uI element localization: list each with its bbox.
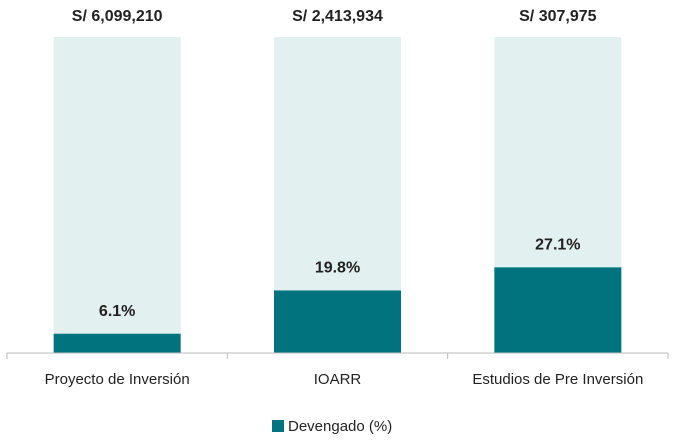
bar [494,267,622,353]
legend-swatch [272,420,284,432]
data-label: 27.1% [535,237,580,254]
x-tick-label: IOARR [314,371,362,388]
data-label: 19.8% [315,260,360,277]
bar [274,290,401,353]
data-label: 6.1% [99,303,135,320]
x-tick-label: Estudios de Pre Inversión [472,371,643,388]
bar [53,333,181,353]
total-bar [53,37,181,353]
total-label: S/ 2,413,934 [292,8,383,25]
legend-label: Devengado (%) [288,418,392,435]
x-tick-label: Proyecto de Inversión [45,371,190,388]
legend: Devengado (%) [272,418,392,435]
total-label: S/ 6,099,210 [72,8,163,25]
total-label: S/ 307,975 [519,8,597,25]
